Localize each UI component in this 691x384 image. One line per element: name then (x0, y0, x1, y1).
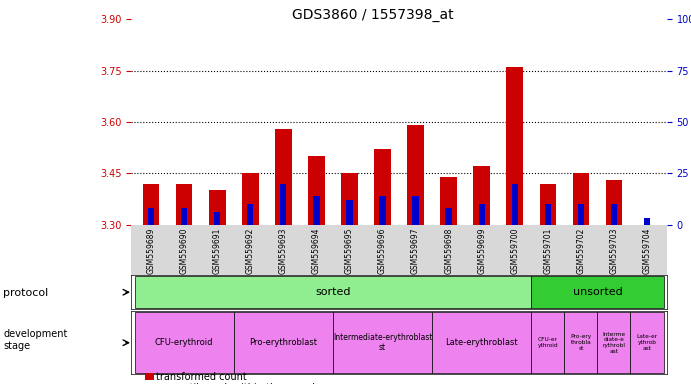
Bar (479, 204, 485, 225)
Bar (565, 312, 598, 373)
Bar (313, 196, 319, 225)
Text: GSM559693: GSM559693 (279, 227, 288, 274)
Text: GSM559695: GSM559695 (345, 227, 354, 274)
Bar (176, 184, 193, 225)
Bar (573, 173, 589, 225)
Bar (440, 177, 457, 225)
Text: GSM559703: GSM559703 (609, 227, 618, 274)
Bar (446, 208, 452, 225)
Text: Late-er
ythrob
ast: Late-er ythrob ast (636, 334, 658, 351)
Text: GSM559696: GSM559696 (378, 227, 387, 274)
Bar (209, 190, 225, 225)
Text: GSM559692: GSM559692 (246, 227, 255, 273)
Bar (598, 312, 630, 373)
Text: GSM559690: GSM559690 (180, 227, 189, 274)
Text: protocol: protocol (3, 288, 48, 298)
Bar (545, 204, 551, 225)
Bar (611, 204, 617, 225)
Text: GSM559694: GSM559694 (312, 227, 321, 274)
Bar (630, 312, 663, 373)
Text: GSM559689: GSM559689 (146, 227, 155, 273)
Bar (379, 196, 386, 225)
Bar (143, 184, 160, 225)
Text: GSM559698: GSM559698 (444, 227, 453, 273)
Bar (275, 129, 292, 225)
Text: CFU-er
ythroid: CFU-er ythroid (538, 337, 558, 348)
Text: percentile rank within the sample: percentile rank within the sample (156, 383, 321, 384)
Bar (605, 180, 622, 225)
Bar (407, 125, 424, 225)
Text: Pro-erythroblast: Pro-erythroblast (249, 338, 317, 347)
Text: Intermediate-erythroblast
st: Intermediate-erythroblast st (333, 333, 433, 353)
Text: transformed count: transformed count (156, 372, 247, 382)
Bar (341, 173, 358, 225)
Text: GSM559702: GSM559702 (576, 227, 585, 273)
Bar (135, 276, 531, 308)
Text: sorted: sorted (315, 287, 351, 297)
Bar (531, 276, 663, 308)
Bar (308, 156, 325, 225)
Text: GSM559691: GSM559691 (213, 227, 222, 273)
Text: GSM559700: GSM559700 (510, 227, 519, 274)
Text: GDS3860 / 1557398_at: GDS3860 / 1557398_at (292, 8, 454, 22)
Text: Late-erythroblast: Late-erythroblast (446, 338, 518, 347)
Bar (214, 212, 220, 225)
Bar (644, 218, 650, 225)
Bar (507, 67, 523, 225)
Text: Interme
diate-e
rythrobl
ast: Interme diate-e rythrobl ast (603, 331, 625, 354)
Bar (333, 312, 432, 373)
Text: CFU-erythroid: CFU-erythroid (155, 338, 214, 347)
Bar (281, 184, 287, 225)
Text: development
stage: development stage (3, 329, 68, 351)
Text: Pro-ery
throbla
st: Pro-ery throbla st (570, 334, 591, 351)
Bar (413, 196, 419, 225)
Text: GSM559699: GSM559699 (477, 227, 486, 274)
Bar (511, 184, 518, 225)
Bar (578, 204, 584, 225)
Bar (247, 204, 254, 225)
Text: GSM559701: GSM559701 (543, 227, 552, 273)
Bar (135, 312, 234, 373)
Bar (346, 200, 352, 225)
Bar (432, 312, 531, 373)
Text: GSM559704: GSM559704 (643, 227, 652, 274)
Bar (181, 208, 187, 225)
Bar (234, 312, 333, 373)
Bar (531, 312, 565, 373)
Text: GSM559697: GSM559697 (411, 227, 420, 274)
Bar (148, 208, 154, 225)
Bar (540, 184, 556, 225)
Bar (242, 173, 258, 225)
Bar (375, 149, 391, 225)
Text: unsorted: unsorted (573, 287, 623, 297)
Bar (473, 166, 490, 225)
